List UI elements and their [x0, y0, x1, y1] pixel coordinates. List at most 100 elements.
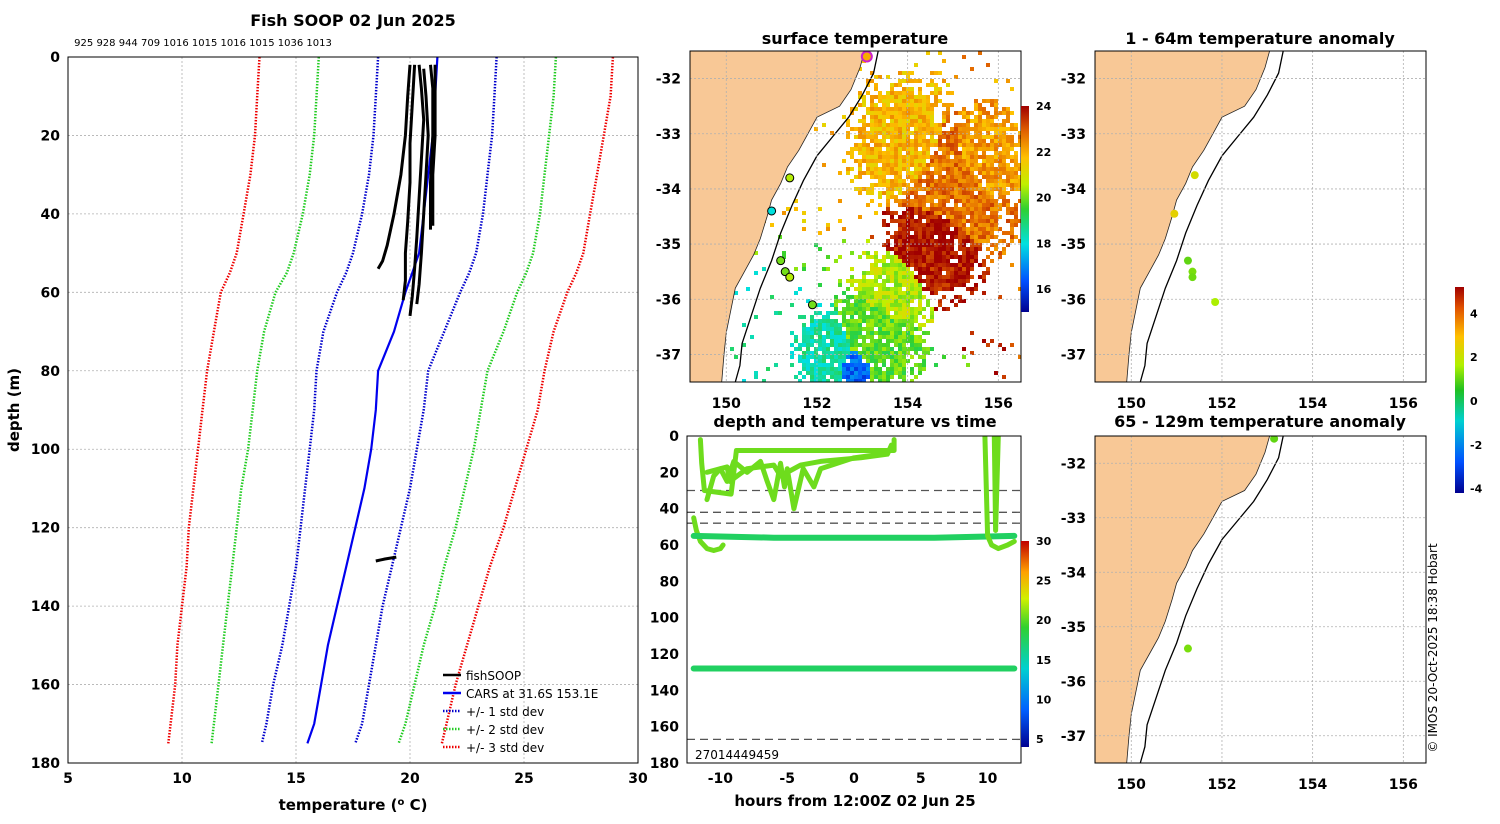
sst-pixel [798, 287, 802, 291]
sst-pixel [882, 267, 886, 271]
sst-pixel [946, 199, 950, 203]
sst-pixel [1010, 227, 1014, 231]
sst-pixel [978, 235, 982, 239]
sst-pixel [1014, 167, 1018, 171]
sst-pixel [914, 191, 918, 195]
sst-pixel [938, 143, 942, 147]
sst-pixel [902, 319, 906, 323]
sst-pixel [882, 263, 886, 267]
sst-pixel [874, 339, 878, 343]
sst-pixel [854, 343, 858, 347]
sst-pixel [1010, 219, 1014, 223]
sst-pixel [898, 219, 902, 223]
sst-pixel [914, 127, 918, 131]
sst-pixel [950, 279, 954, 283]
sst-pixel [914, 259, 918, 263]
sst-pixel [894, 275, 898, 279]
x-tick-label: 10 [978, 771, 998, 787]
sst-pixel [914, 335, 918, 339]
sst-pixel [986, 119, 990, 123]
sst-pixel [902, 307, 906, 311]
sst-pixel [846, 119, 850, 123]
sst-pixel [878, 331, 882, 335]
sst-pixel [982, 151, 986, 155]
sst-pixel [926, 163, 930, 167]
sst-pixel [962, 199, 966, 203]
sst-pixel [902, 219, 906, 223]
sst-pixel [950, 231, 954, 235]
sst-pixel [878, 335, 882, 339]
sst-pixel [1014, 123, 1018, 127]
sst-map-panel: surface temperature 150 152 154 156-32-33-3… [656, 29, 1052, 412]
sst-pixel [998, 343, 1002, 347]
sst-pixel [890, 235, 894, 239]
sst-pixel [990, 251, 994, 255]
sst-pixel [938, 243, 942, 247]
sst-pixel [914, 183, 918, 187]
sst-pixel [886, 95, 890, 99]
sst-pixel [866, 191, 870, 195]
sst-pixel [914, 155, 918, 159]
sst-pixel [818, 331, 822, 335]
sst-pixel [894, 339, 898, 343]
sst-pixel [942, 211, 946, 215]
sst-pixel [874, 291, 878, 295]
sst-pixel [942, 195, 946, 199]
sst-pixel [926, 151, 930, 155]
sst-pixel [790, 303, 794, 307]
sst-pixel [918, 171, 922, 175]
y-tick-label: 20 [41, 128, 61, 144]
sst-pixel [962, 227, 966, 231]
sst-pixel [930, 71, 934, 75]
sst-pixel [870, 171, 874, 175]
sst-pixel [866, 295, 870, 299]
sst-pixel [894, 159, 898, 163]
sst-pixel [1002, 147, 1006, 151]
sst-pixel [890, 195, 894, 199]
sst-pixel [898, 255, 902, 259]
sst-pixel [966, 111, 970, 115]
sst-pixel [874, 319, 878, 323]
sst-pixel [818, 379, 822, 382]
sst-pixel [902, 143, 906, 147]
sst-pixel [910, 159, 914, 163]
sst-pixel [798, 359, 802, 363]
sst-pixel [802, 211, 806, 215]
sst-pixel [814, 379, 818, 382]
sst-pixel [946, 275, 950, 279]
sst-pixel [846, 371, 850, 375]
sst-pixel [978, 143, 982, 147]
colorbar-tick-label: 0 [1470, 395, 1478, 408]
sst-pixel [898, 147, 902, 151]
sst-pixel [894, 103, 898, 107]
sst-pixel [990, 139, 994, 143]
profile-title: Fish SOOP 02 Jun 2025 [250, 11, 456, 30]
sst-pixel [914, 147, 918, 151]
sst-pixel [910, 79, 914, 83]
sst-pixel [862, 287, 866, 291]
sst-pixel [918, 203, 922, 207]
sst-pixel [846, 323, 850, 327]
sst-pixel [1014, 219, 1018, 223]
sst-pixel [942, 163, 946, 167]
sst-pixel [874, 151, 878, 155]
sst-pixel [1002, 231, 1006, 235]
sst-pixel [910, 315, 914, 319]
sst-pixel [798, 315, 802, 319]
sst-pixel [978, 119, 982, 123]
x-tick-label: 5 [916, 771, 926, 787]
sst-pixel [922, 143, 926, 147]
sst-pixel [890, 135, 894, 139]
sst-pixel [950, 223, 954, 227]
sst-pixel [878, 275, 882, 279]
sst-pixel [966, 183, 970, 187]
sst-pixel [866, 287, 870, 291]
sst-pixel [886, 167, 890, 171]
sst-pixel [882, 335, 886, 339]
sst-pixel [862, 119, 866, 123]
sst-pixel [930, 175, 934, 179]
sst-pixel [902, 379, 906, 382]
sst-pixel [802, 351, 806, 355]
std1-line [354, 57, 498, 744]
sst-pixel [902, 179, 906, 183]
